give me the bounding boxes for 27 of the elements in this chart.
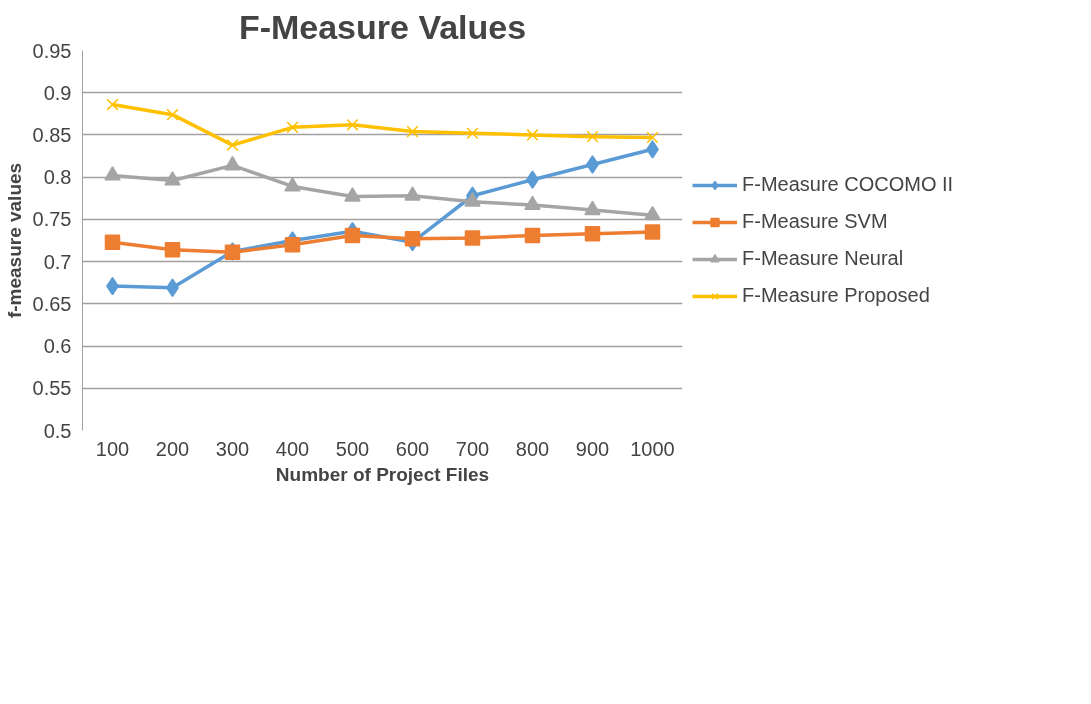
x-tick-label: 500 [335,437,370,460]
x-tick-label: 800 [515,437,550,460]
x-tick-label: 200 [155,437,190,460]
legend-label: F-Measure Neural [742,247,904,270]
x-tick-label: 400 [275,437,310,460]
y-tick-label: 0.85 [32,123,72,146]
legend-label: F-Measure COCOMO II [742,173,954,196]
x-tick-label: 1000 [630,437,675,460]
y-tick-label: 0.8 [43,166,72,189]
y-tick-label: 0.6 [43,335,72,358]
y-tick-label: 0.95 [32,39,72,62]
y-tick-label: 0.55 [32,377,72,400]
x-tick-label: 900 [575,437,610,460]
y-tick-label: 0.9 [43,81,72,104]
legend-label: F-Measure SVM [742,210,888,233]
chart-title: F-Measure Values [238,7,527,46]
y-axis-title: f-measure values [3,162,25,319]
y-tick-label: 0.7 [43,250,72,273]
y-tick-label: 0.65 [32,292,72,315]
x-tick-label: 700 [455,437,490,460]
x-axis-title: Number of Project Files [275,463,490,485]
x-tick-label: 100 [95,437,130,460]
y-tick-label: 0.75 [32,208,72,231]
x-tick-label: 300 [215,437,250,460]
y-tick-label: 0.5 [43,419,72,442]
legend-label: F-Measure Proposed [742,284,930,307]
x-tick-label: 600 [395,437,430,460]
